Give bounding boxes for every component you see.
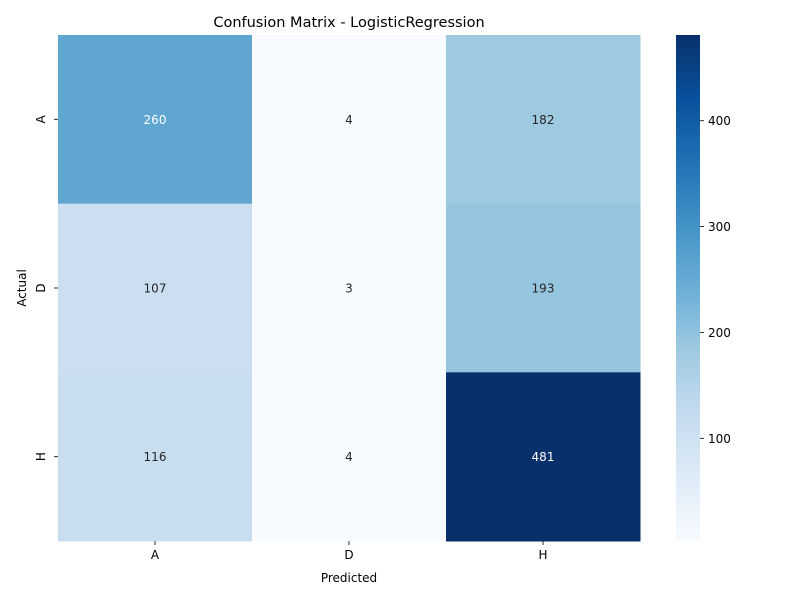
y-axis-label: Actual <box>15 269 29 307</box>
y-tick-label: A <box>34 114 48 123</box>
heatmap-cell <box>446 203 641 373</box>
x-axis-label: Predicted <box>321 571 377 585</box>
cell-value-label: 193 <box>532 282 555 296</box>
colorbar-ticks: 100 200 300 400 <box>700 114 731 446</box>
heatmap-cell <box>252 203 447 373</box>
heatmap-cells <box>58 35 641 542</box>
y-tick-label: D <box>34 283 48 292</box>
cell-value-label: 3 <box>345 282 353 296</box>
heatmap-cell <box>446 35 641 205</box>
cell-value-label: 182 <box>532 113 555 127</box>
chart-title: Confusion Matrix - LogisticRegression <box>213 15 484 31</box>
heatmap-cell <box>58 372 253 542</box>
x-tick-label: D <box>344 548 353 562</box>
x-tick-label: A <box>151 548 160 562</box>
colorbar-tick-label: 400 <box>708 114 731 128</box>
heatmap-cell <box>446 372 641 542</box>
y-tick-label: H <box>34 452 48 461</box>
heatmap-cell <box>58 35 253 205</box>
cell-value-label: 4 <box>345 450 353 464</box>
heatmap-cell <box>252 372 447 542</box>
colorbar-tick-label: 300 <box>708 220 731 234</box>
heatmap-cell-labels: 260 4 182 107 3 193 116 4 481 <box>144 113 555 464</box>
cell-value-label: 481 <box>532 450 555 464</box>
heatmap-cell <box>252 35 447 205</box>
colorbar-tick-label: 100 <box>708 432 731 446</box>
x-tick-label: H <box>538 548 547 562</box>
cell-value-label: 4 <box>345 113 353 127</box>
colorbar <box>676 35 700 541</box>
colorbar-tick-label: 200 <box>708 326 731 340</box>
heatmap-cell <box>58 203 253 373</box>
cell-value-label: 116 <box>144 450 167 464</box>
cell-value-label: 260 <box>144 113 167 127</box>
cell-value-label: 107 <box>144 282 167 296</box>
y-axis-ticks: A D H <box>34 114 58 461</box>
